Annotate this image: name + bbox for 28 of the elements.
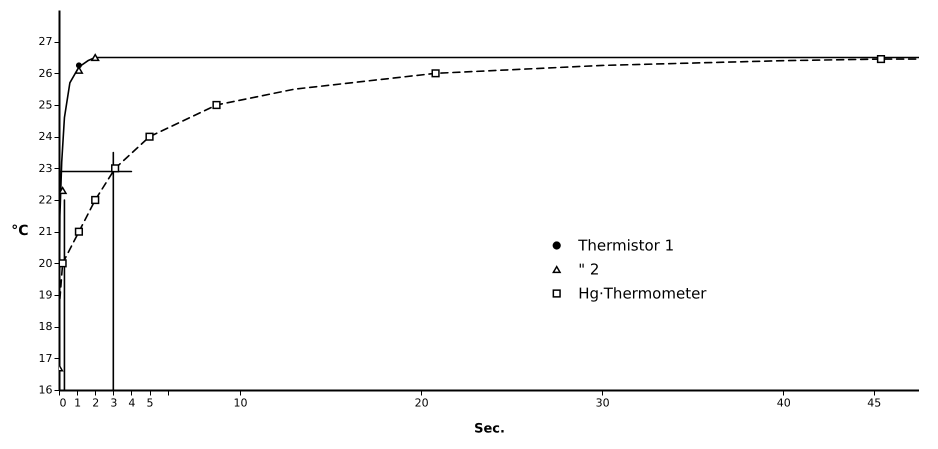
legend-label: Thermistor 1: [577, 236, 674, 254]
y-tick-label: 25: [38, 98, 52, 112]
x-tick-label: 4: [128, 396, 136, 410]
y-tick-label: 24: [38, 130, 52, 144]
x-tick-label: 20: [414, 396, 429, 410]
x-tick-label: 10: [234, 396, 248, 410]
y-tick-label: 19: [38, 288, 52, 302]
x-tick-label: 40: [776, 396, 791, 410]
x-tick-label: 0: [60, 396, 66, 410]
x-axis-title: Sec.: [474, 422, 505, 436]
y-tick-label: 16: [38, 384, 52, 396]
legend-label: " 2: [578, 260, 600, 278]
legend-label: Hg·Thermometer: [578, 284, 708, 302]
y-tick-label: 23: [38, 162, 52, 175]
x-tick-label: 30: [596, 396, 610, 410]
y-axis-title: °C: [11, 222, 29, 239]
x-tick-label: 2: [92, 396, 100, 410]
x-tick-label: 1: [74, 396, 82, 410]
x-tick-label: 3: [110, 396, 118, 410]
y-tick-label: 22: [38, 194, 52, 206]
y-tick-label: 26: [38, 66, 52, 80]
x-tick-label: 45: [867, 396, 882, 410]
x-tick-label: 5: [146, 396, 154, 410]
y-tick-label: 18: [38, 320, 52, 334]
y-tick-label: 17: [38, 352, 52, 365]
y-tick-label: 27: [38, 35, 52, 48]
y-tick-label: 20: [38, 256, 52, 270]
y-tick-label: 21: [38, 225, 52, 238]
